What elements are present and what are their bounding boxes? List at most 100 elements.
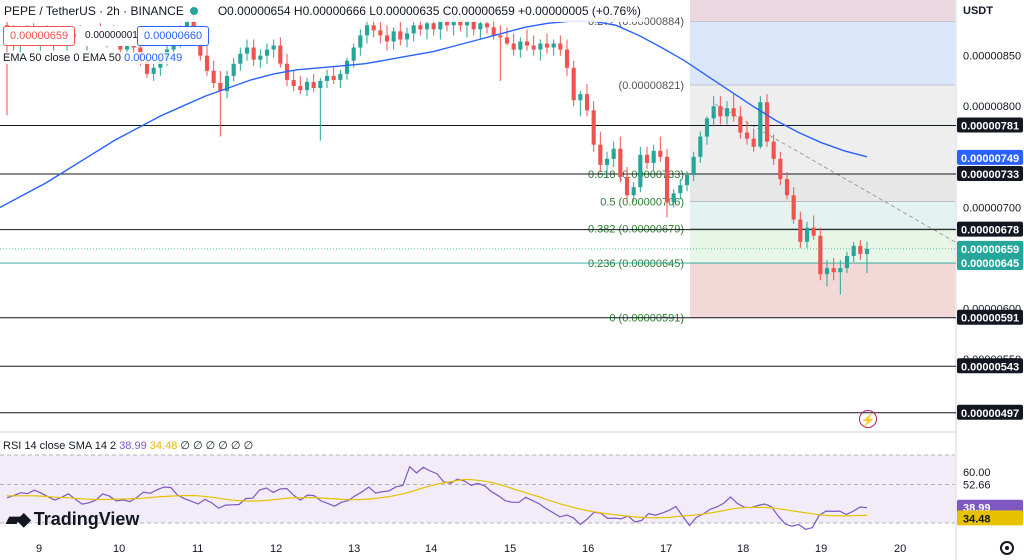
candle-body bbox=[618, 148, 623, 178]
candle-body bbox=[124, 43, 130, 50]
price-label-bg-7 bbox=[957, 358, 1023, 374]
settings-gear-icon[interactable] bbox=[1000, 541, 1014, 555]
candle-body bbox=[804, 227, 810, 242]
rsi-axis-label-0: 60.00 bbox=[963, 467, 991, 479]
time-label: 15 bbox=[504, 543, 517, 555]
candle-body bbox=[151, 67, 156, 74]
candle-body bbox=[664, 156, 670, 203]
candle-body bbox=[324, 75, 330, 81]
candle-body bbox=[564, 49, 570, 68]
time-label: 20 bbox=[894, 543, 907, 555]
candle-body bbox=[818, 235, 823, 275]
price-label-bg-2 bbox=[957, 166, 1023, 182]
candle-body bbox=[711, 106, 716, 119]
candle-body bbox=[224, 75, 230, 92]
candle-body bbox=[278, 45, 283, 64]
price-label-bg-5 bbox=[957, 255, 1023, 271]
price-label-5: 0.00000645 bbox=[961, 258, 1019, 270]
candle-body bbox=[758, 102, 763, 147]
rsi-line bbox=[6, 465, 868, 530]
candle-body bbox=[511, 43, 516, 50]
candle-body bbox=[184, 21, 190, 30]
time-label: 10 bbox=[113, 543, 126, 555]
candle-body bbox=[311, 81, 316, 89]
ema-legend[interactable]: EMA 50 close 0 EMA 50 0.00000749 bbox=[0, 52, 186, 64]
candle-body bbox=[264, 49, 270, 56]
time-label: 16 bbox=[582, 543, 595, 555]
candle-body bbox=[378, 30, 383, 36]
candle-body bbox=[578, 94, 583, 101]
candle-body bbox=[738, 116, 743, 133]
candle-body bbox=[238, 53, 243, 64]
time-label: 13 bbox=[348, 543, 361, 555]
candle-body bbox=[691, 156, 696, 176]
candle-body bbox=[411, 25, 416, 34]
fib-label-6: 0 (0.00000591) bbox=[609, 313, 684, 325]
rsi-sma-axis: 34.48 bbox=[963, 513, 991, 525]
candle-body bbox=[471, 21, 476, 30]
candle-body bbox=[784, 179, 790, 196]
candle-body bbox=[638, 154, 643, 188]
price-label-4: 0.00000659 bbox=[961, 244, 1019, 256]
candle-body bbox=[211, 70, 216, 83]
candle-body bbox=[791, 195, 796, 220]
candle-body bbox=[518, 41, 523, 50]
candle-body bbox=[444, 21, 450, 26]
fib-zone-3 bbox=[690, 174, 955, 202]
candle-body bbox=[524, 41, 530, 46]
candle-body bbox=[571, 67, 576, 101]
candle-body bbox=[291, 79, 296, 86]
candle-body bbox=[778, 158, 783, 180]
rsi-sma-line bbox=[7, 478, 868, 519]
ema50-line bbox=[0, 20, 868, 209]
fib-zone-1 bbox=[690, 21, 955, 85]
time-label: 9 bbox=[36, 543, 43, 555]
candle-body bbox=[451, 20, 456, 26]
candle-body bbox=[831, 268, 836, 273]
candle-body bbox=[464, 21, 470, 26]
candle-body bbox=[811, 227, 816, 236]
tradingview-logo[interactable]: ▰◆ TradingView bbox=[6, 509, 139, 530]
price-tick-1: 0.00000800 bbox=[963, 101, 1021, 113]
currency-label[interactable]: USDT bbox=[963, 5, 993, 17]
sell-button[interactable]: 0.00000659 bbox=[3, 26, 76, 46]
candle-body bbox=[431, 23, 436, 30]
candle-body bbox=[351, 47, 356, 61]
rsi-band bbox=[0, 455, 955, 523]
candle-body bbox=[384, 35, 390, 42]
fib-zone-5 bbox=[690, 228, 955, 264]
lightning-icon[interactable]: ⚡ bbox=[859, 410, 877, 428]
brand-label: TradingView bbox=[33, 509, 140, 529]
price-label-bg-8 bbox=[957, 404, 1023, 420]
price-label-bg-6 bbox=[957, 309, 1023, 325]
rsi-legend[interactable]: RSI 14 close SMA 14 2 38.99 34.48 ∅ ∅ ∅ … bbox=[0, 439, 257, 452]
price-label-6: 0.00000591 bbox=[961, 313, 1019, 325]
time-label: 17 bbox=[660, 543, 673, 555]
candle-body bbox=[258, 55, 263, 60]
price-tick-2: 0.00000700 bbox=[963, 202, 1021, 214]
candle-body bbox=[244, 47, 250, 54]
candle-body bbox=[751, 138, 756, 147]
spread-value: 0.00000001 bbox=[78, 26, 145, 46]
candle-body bbox=[644, 154, 650, 163]
candle-body bbox=[404, 33, 410, 40]
candle-body bbox=[398, 31, 403, 40]
candle-body bbox=[478, 23, 483, 30]
candle-body bbox=[358, 35, 363, 48]
fib-label-2: 0.618 (0.00000733) bbox=[588, 169, 684, 181]
candle-body bbox=[591, 110, 596, 145]
symbol-label[interactable]: PEPE / TetherUS · 2h · BINANCE bbox=[4, 4, 184, 18]
candle-body bbox=[338, 73, 343, 80]
rsi-label: RSI 14 close SMA 14 2 bbox=[3, 440, 117, 452]
candle-body bbox=[364, 25, 370, 36]
candle-body bbox=[604, 158, 610, 165]
candle-body bbox=[144, 60, 150, 74]
price-label-bg-3 bbox=[957, 221, 1023, 237]
candle-body bbox=[418, 25, 423, 30]
fib-zone-0 bbox=[690, 0, 955, 22]
candle-body bbox=[298, 86, 303, 91]
buy-button[interactable]: 0.00000660 bbox=[137, 26, 210, 46]
candle-body bbox=[504, 37, 510, 44]
